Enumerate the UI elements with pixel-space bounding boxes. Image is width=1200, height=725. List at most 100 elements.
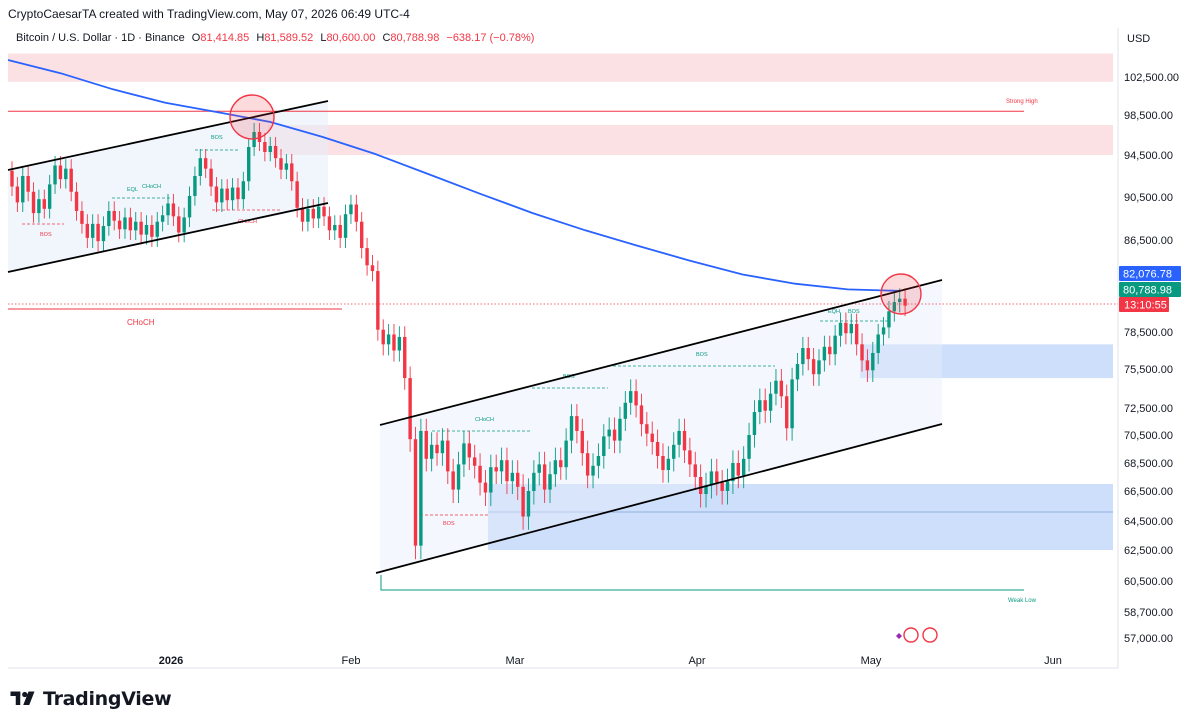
countdown-tag-text: 13:10:55 xyxy=(1124,300,1167,312)
candle-body xyxy=(516,472,520,487)
open-value: 81,414.85 xyxy=(200,32,250,44)
countdown-tag xyxy=(1119,297,1169,312)
candle-body xyxy=(300,207,305,222)
channel-upper-right xyxy=(379,279,943,426)
candle-body xyxy=(618,418,622,441)
candle-body xyxy=(698,477,703,494)
candle-body xyxy=(91,223,95,238)
event-flag-icon[interactable] xyxy=(903,627,919,643)
candle-body xyxy=(343,214,348,238)
y-tick-label: 57,000.00 xyxy=(1124,633,1173,645)
candle-body xyxy=(822,346,827,361)
x-tick-label: Feb xyxy=(342,655,361,667)
candle-body xyxy=(403,336,407,379)
candle-body xyxy=(150,224,154,237)
event-flag-icon[interactable] xyxy=(922,627,938,643)
candle-body xyxy=(225,188,229,201)
candle-body xyxy=(720,482,724,491)
candle-body xyxy=(446,440,450,472)
y-tick-label: 72,500.00 xyxy=(1124,403,1173,415)
candle-body xyxy=(898,298,902,303)
candle-body xyxy=(833,335,837,355)
candle-body xyxy=(795,364,800,380)
candle-body xyxy=(542,464,547,490)
candle-body xyxy=(478,465,482,483)
candle-body xyxy=(171,203,176,217)
candle-body xyxy=(354,204,359,222)
candle-body xyxy=(553,460,558,475)
candle-body xyxy=(360,221,364,249)
candle-body xyxy=(96,223,100,242)
candle-body xyxy=(801,348,805,365)
candle-body xyxy=(817,360,821,375)
choch-label: CHoCH xyxy=(238,219,257,225)
candle-body xyxy=(747,435,751,459)
candle-body xyxy=(435,444,439,454)
supply-zone-upper xyxy=(268,125,1113,155)
candle-body xyxy=(688,450,692,465)
candle-body xyxy=(247,147,251,182)
candle-body xyxy=(26,176,30,192)
candle-body xyxy=(451,471,455,490)
candle-body xyxy=(64,168,68,180)
moving-average-line xyxy=(7,59,901,292)
candle-body xyxy=(693,464,697,477)
candle-body xyxy=(881,327,886,335)
high-value: 81,589.52 xyxy=(264,32,314,44)
candle-body xyxy=(758,400,762,413)
choch-label: CHoCH xyxy=(475,417,494,423)
last-price-tag xyxy=(1119,282,1181,297)
candle-body xyxy=(47,184,52,209)
candle-body xyxy=(306,208,310,222)
y-tick-label: 68,500.00 xyxy=(1124,458,1173,470)
tradingview-brand-text: TradingView xyxy=(43,688,172,710)
candle-body xyxy=(37,199,41,214)
currency-label[interactable]: USD xyxy=(1127,33,1151,45)
x-tick-label: Apr xyxy=(688,655,705,667)
candle-body xyxy=(860,344,864,361)
strong-high-label: Strong High xyxy=(1006,99,1038,105)
channel-shade-left xyxy=(8,100,328,272)
candle-body xyxy=(607,429,611,437)
choch-label: CHoCH xyxy=(142,184,161,190)
candle-body xyxy=(472,457,477,466)
event-diamond-icon[interactable] xyxy=(896,633,902,639)
candle-body xyxy=(612,429,617,441)
y-tick-label: 58,700.00 xyxy=(1124,607,1173,619)
candle-body xyxy=(828,346,832,355)
eql-label: EQL xyxy=(127,187,138,193)
low-value: 80,600.00 xyxy=(326,32,376,44)
y-tick-label: 70,500.00 xyxy=(1124,430,1173,442)
candle-body xyxy=(370,265,375,272)
candle-body xyxy=(386,334,391,345)
candle-body xyxy=(85,223,90,238)
candle-body xyxy=(74,191,79,211)
candle-body xyxy=(241,181,246,200)
candle-body xyxy=(440,440,445,454)
candle-body xyxy=(704,485,708,494)
y-tick-label: 60,500.00 xyxy=(1124,576,1173,588)
y-tick-label: 90,500.00 xyxy=(1124,192,1173,204)
candle-body xyxy=(559,460,563,468)
y-tick-label: 94,500.00 xyxy=(1124,150,1173,162)
high-label: H xyxy=(256,32,265,44)
ma-price-tag-text: 82,076.78 xyxy=(1123,269,1172,281)
candle-body xyxy=(876,334,880,353)
candle-body xyxy=(645,424,649,434)
tradingview-brand[interactable]: TradingView xyxy=(10,688,172,710)
candle-body xyxy=(709,471,714,486)
candle-body xyxy=(731,463,735,482)
candle-body xyxy=(279,158,283,170)
candle-body xyxy=(316,206,321,219)
candle-body xyxy=(333,224,337,231)
candle-body xyxy=(311,208,315,219)
candle-body xyxy=(790,379,794,429)
candle-body xyxy=(564,440,568,468)
y-tick-label: 66,500.00 xyxy=(1124,486,1173,498)
candle-body xyxy=(31,191,36,214)
candle-body xyxy=(144,224,149,235)
x-tick-label: Mar xyxy=(506,655,525,667)
candle-body xyxy=(230,187,235,201)
candle-body xyxy=(672,444,676,459)
